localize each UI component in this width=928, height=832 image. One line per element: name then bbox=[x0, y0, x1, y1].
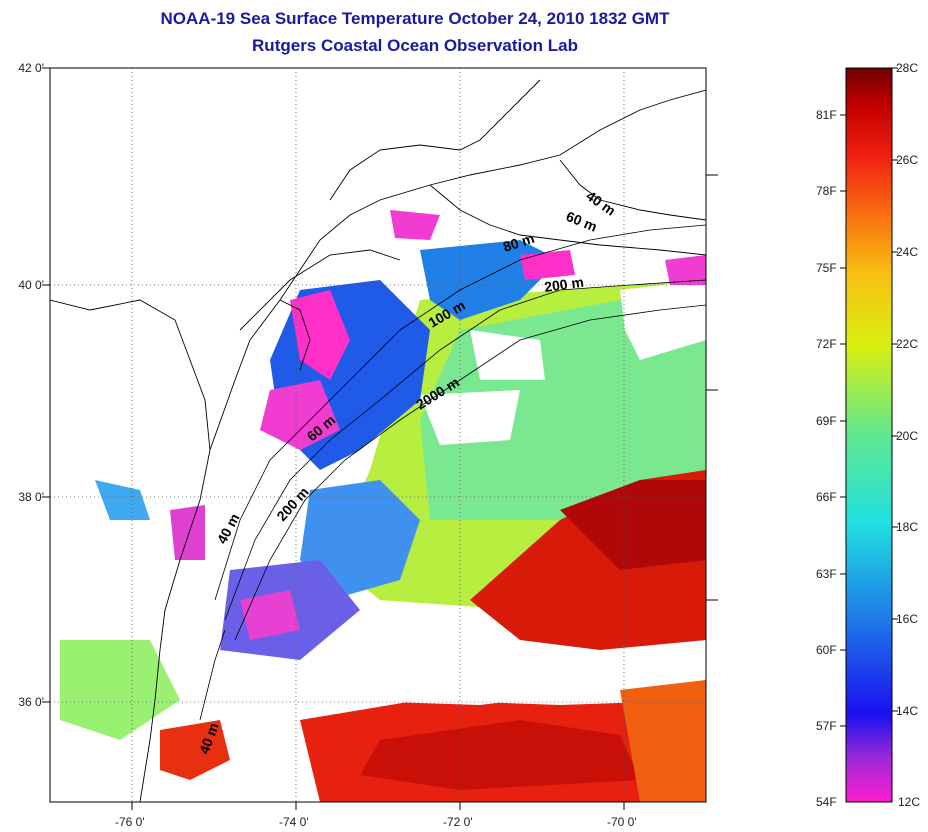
lat-label-36: 36 0' bbox=[18, 695, 44, 709]
cb-c-12: 12C bbox=[898, 795, 921, 809]
cb-f-75: 75F bbox=[816, 261, 837, 275]
colorbar bbox=[845, 67, 893, 803]
lon-label-76: -76 0' bbox=[115, 815, 145, 829]
lon-label-72: -72 0' bbox=[443, 815, 473, 829]
cb-f-72: 72F bbox=[816, 337, 837, 351]
depth-label-200m-north: 200 m bbox=[543, 274, 585, 295]
cb-f-78: 78F bbox=[816, 184, 837, 198]
lon-label-70: -70 0' bbox=[607, 815, 637, 829]
colorbar-ticks bbox=[840, 67, 898, 727]
lat-label-42: 42 0' bbox=[18, 61, 44, 75]
map-ticks bbox=[42, 67, 718, 810]
cb-c-18: 18C bbox=[896, 520, 919, 534]
cb-f-54: 54F bbox=[816, 795, 837, 809]
cb-f-57: 57F bbox=[816, 719, 837, 733]
cb-f-63: 63F bbox=[816, 567, 837, 581]
coastline bbox=[50, 79, 706, 802]
cb-c-16: 16C bbox=[896, 612, 919, 626]
map-title: NOAA-19 Sea Surface Temperature October … bbox=[160, 9, 670, 28]
map-subtitle: Rutgers Coastal Ocean Observation Lab bbox=[252, 36, 578, 55]
lat-label-40: 40 0' bbox=[18, 278, 44, 292]
cb-f-81: 81F bbox=[816, 108, 837, 122]
cb-c-20: 20C bbox=[896, 429, 919, 443]
cb-f-60: 60F bbox=[816, 643, 837, 657]
lat-label-38: 38 0' bbox=[18, 490, 44, 504]
cb-c-14: 14C bbox=[896, 704, 919, 718]
graticule bbox=[50, 68, 706, 802]
cb-c-26: 26C bbox=[896, 153, 919, 167]
cb-c-28: 28C bbox=[896, 61, 919, 75]
cb-f-66: 66F bbox=[816, 490, 837, 504]
map-frame bbox=[49, 67, 707, 803]
cb-c-24: 24C bbox=[896, 245, 919, 259]
lon-label-74: -74 0' bbox=[279, 815, 309, 829]
sst-field bbox=[50, 210, 706, 802]
bathymetry-contours bbox=[199, 224, 706, 721]
cb-c-22: 22C bbox=[896, 337, 919, 351]
cb-f-69: 69F bbox=[816, 414, 837, 428]
